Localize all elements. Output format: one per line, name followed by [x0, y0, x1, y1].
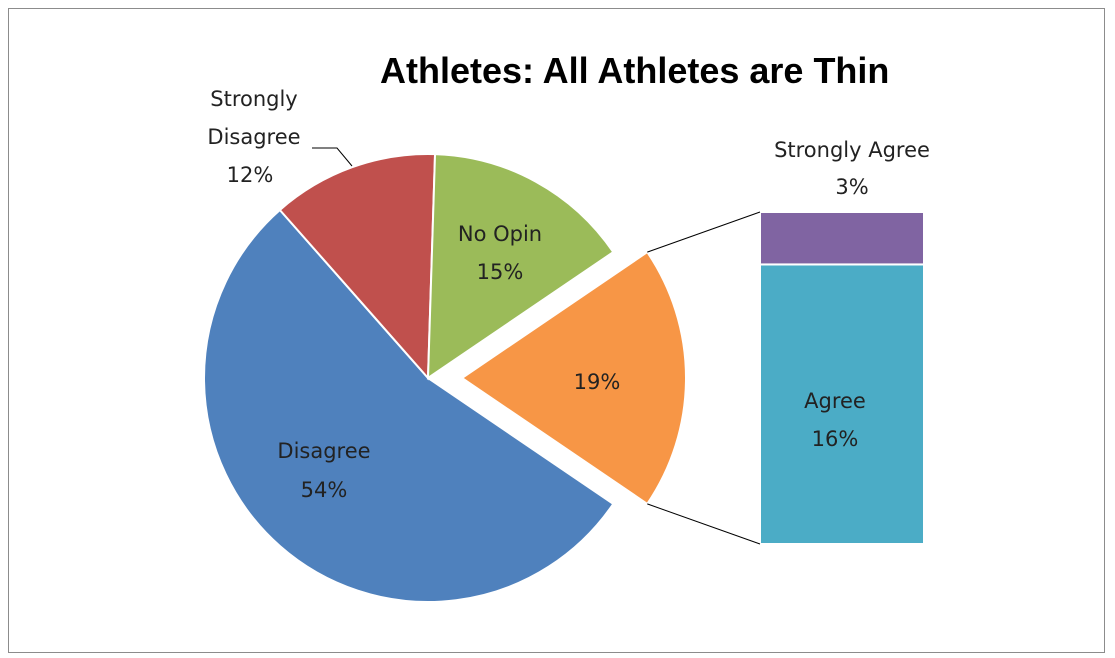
- chart-title: Athletes: All Athletes are Thin: [380, 50, 890, 91]
- agree-pct: 16%: [812, 427, 859, 451]
- strongly-disagree-pct: 12%: [227, 163, 274, 187]
- connector-top: [647, 211, 761, 253]
- breakdown-bar: [759, 211, 925, 545]
- strongly-agree-pct: 3%: [835, 175, 868, 199]
- no-opin-label: No Opin: [458, 222, 542, 246]
- orange-slice-pct: 19%: [574, 370, 621, 394]
- pie-slice-exploded: [460, 250, 687, 506]
- pie-slice-disagree: [203, 208, 615, 603]
- connector-bottom: [647, 503, 761, 545]
- bar-segment-strongly-agree: [759, 211, 925, 266]
- pie-slice-strongly-disagree: [278, 153, 437, 381]
- leader-lines: [312, 147, 761, 545]
- pie-slice-no-opin: [426, 153, 615, 380]
- agree-label: Agree: [804, 389, 866, 413]
- bar-segment-agree: [759, 263, 925, 545]
- disagree-label: Disagree: [277, 439, 370, 463]
- strongly-disagree-leader: [312, 147, 353, 167]
- pie-slices: [203, 153, 687, 603]
- no-opin-pct: 15%: [477, 260, 524, 284]
- disagree-pct: 54%: [301, 478, 348, 502]
- strongly-disagree-label-line2: Disagree: [207, 125, 300, 149]
- strongly-disagree-label-line1: Strongly: [210, 87, 298, 111]
- strongly-agree-label: Strongly Agree: [774, 138, 930, 162]
